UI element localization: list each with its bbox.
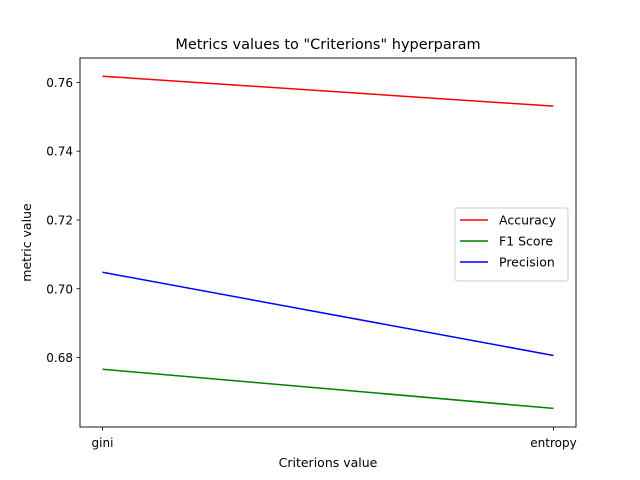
chart-title: Metrics values to "Criterions" hyperpara… (175, 37, 480, 53)
legend-label: Accuracy (499, 213, 557, 228)
y-tick-label: 0.68 (46, 351, 73, 365)
y-axis-label: metric value (19, 203, 34, 282)
x-tick-label: entropy (530, 436, 576, 450)
plot-area (102, 75, 554, 410)
x-axis: gini entropy (92, 427, 577, 450)
legend: Accuracy F1 Score Precision (454, 207, 569, 282)
y-tick-label: 0.70 (46, 282, 73, 296)
x-tick-label: gini (92, 436, 114, 450)
legend-label: Precision (499, 255, 555, 270)
axes-frame (79, 57, 577, 428)
x-axis-label: Criterions value (279, 455, 378, 470)
series-line-f1-score (102, 368, 554, 410)
series-line-accuracy (102, 75, 554, 107)
y-tick-label: 0.74 (46, 145, 73, 159)
series-line-precision (102, 271, 554, 357)
legend-label: F1 Score (499, 234, 553, 249)
y-tick-label: 0.76 (46, 76, 73, 90)
y-tick-label: 0.72 (46, 213, 73, 227)
y-axis: 0.68 0.70 0.72 0.74 0.76 (46, 76, 80, 365)
